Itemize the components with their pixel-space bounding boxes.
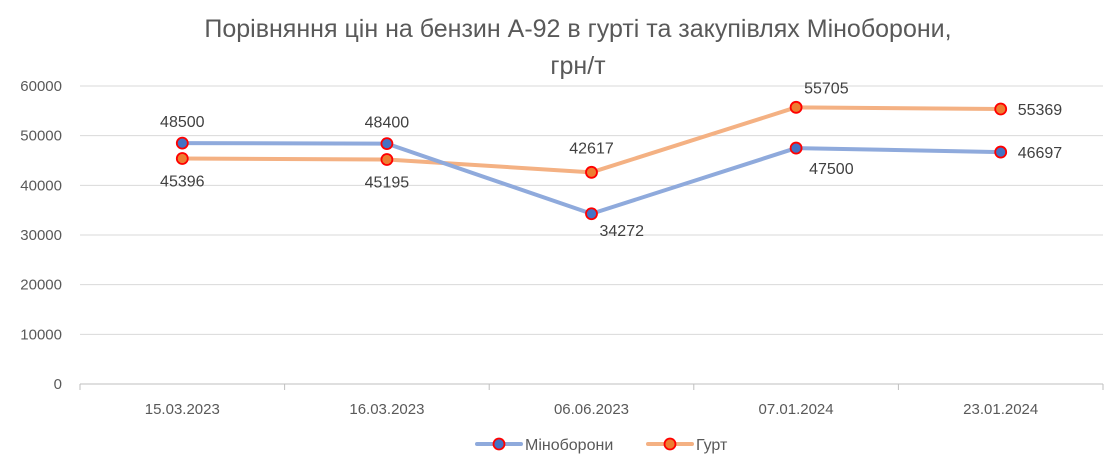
data-point	[994, 145, 1008, 159]
chart-title-line-1: Порівняння цін на бензин А-92 в гурті та…	[204, 15, 951, 43]
y-axis: 0 10000 20000 30000 40000 50000 60000	[20, 78, 62, 393]
data-label: 48400	[365, 115, 410, 132]
y-tick-label: 0	[54, 376, 62, 393]
data-labels: 48500 48400 34272 47500 46697 45396 45195 42617…	[160, 80, 1062, 239]
data-point	[789, 100, 803, 114]
y-tick-label: 20000	[20, 277, 62, 294]
series-lines	[180, 105, 1003, 216]
data-label: 42617	[569, 140, 614, 157]
data-label: 55705	[804, 80, 849, 97]
legend-label: Міноборони	[525, 437, 613, 454]
data-point	[585, 207, 598, 221]
x-axis: 15.03.2023 16.03.2023 06.06.2023 07.01.2024…	[79, 384, 1104, 418]
y-tick-label: 40000	[20, 177, 62, 194]
gridlines	[80, 85, 1103, 385]
legend: Міноборони Гурт	[475, 437, 728, 454]
data-point	[175, 152, 189, 165]
data-label: 47500	[809, 161, 854, 178]
data-point	[175, 136, 189, 150]
data-point	[789, 141, 803, 155]
legend-marker	[492, 437, 506, 451]
data-point	[994, 102, 1008, 116]
y-tick-label: 60000	[20, 78, 62, 95]
x-tick-label: 16.03.2023	[349, 401, 424, 418]
data-label: 45396	[160, 174, 205, 191]
data-label: 34272	[600, 223, 645, 240]
y-tick-label: 30000	[20, 227, 62, 244]
x-tick-label: 23.01.2024	[963, 401, 1038, 418]
x-tick-label: 06.06.2023	[554, 401, 629, 418]
x-tick-label: 15.03.2023	[145, 401, 220, 418]
legend-marker	[663, 437, 677, 451]
data-label: 46697	[1018, 145, 1063, 162]
chart-title-line-2: грн/т	[550, 52, 606, 80]
legend-label: Гурт	[696, 437, 728, 454]
data-label: 45195	[365, 175, 410, 192]
data-point	[585, 165, 598, 179]
y-tick-label: 50000	[20, 128, 62, 145]
data-point	[380, 137, 394, 151]
data-label: 55369	[1018, 102, 1063, 119]
series-markers	[175, 100, 1008, 221]
data-point	[380, 153, 394, 166]
data-label: 48500	[160, 114, 205, 131]
x-tick-label: 07.01.2024	[759, 401, 834, 418]
y-tick-label: 10000	[20, 326, 62, 343]
